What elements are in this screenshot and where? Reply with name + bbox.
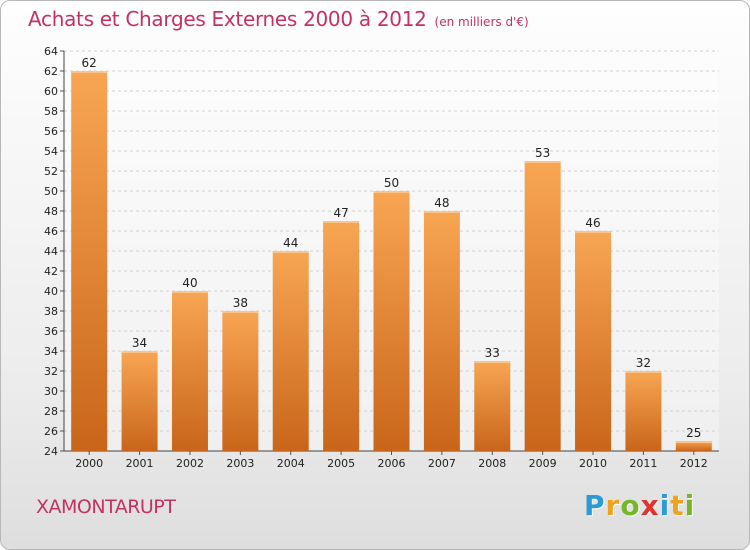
x-tick-label: 2005 xyxy=(327,457,355,470)
proxiti-logo: Proxiti xyxy=(584,489,695,522)
bar-highlight xyxy=(222,311,259,313)
bar xyxy=(373,191,410,451)
logo-letter: i xyxy=(684,489,696,522)
bar-value-label: 25 xyxy=(686,426,701,440)
bar xyxy=(675,441,712,451)
chart-title-text: Achats et Charges Externes 2000 à 2012 xyxy=(28,7,427,31)
logo-letter: r xyxy=(605,489,621,522)
y-tick-label: 24 xyxy=(44,445,58,458)
x-tick-label: 2001 xyxy=(126,457,154,470)
bar-value-label: 38 xyxy=(233,296,248,310)
x-tick-label: 2007 xyxy=(428,457,456,470)
x-tick-label: 2012 xyxy=(680,457,708,470)
bar-value-label: 32 xyxy=(636,356,651,370)
bar xyxy=(524,161,561,451)
x-tick-label: 2004 xyxy=(277,457,305,470)
y-tick-label: 26 xyxy=(44,425,58,438)
bar-value-label: 34 xyxy=(132,336,147,350)
logo-letter: o xyxy=(620,489,641,522)
bar-highlight xyxy=(524,161,561,163)
bar xyxy=(423,211,460,451)
y-tick-label: 54 xyxy=(44,145,58,158)
bar-value-label: 53 xyxy=(535,146,550,160)
bar-highlight xyxy=(625,371,662,373)
bar-highlight xyxy=(423,211,460,213)
bar-highlight xyxy=(71,71,108,73)
bar-value-label: 48 xyxy=(434,196,449,210)
bar-highlight xyxy=(323,221,360,223)
bar-highlight xyxy=(675,441,712,443)
y-tick-label: 64 xyxy=(44,45,58,58)
y-tick-label: 48 xyxy=(44,205,58,218)
logo-letter: t xyxy=(670,489,685,522)
bar xyxy=(171,291,208,451)
y-tick-label: 42 xyxy=(44,265,58,278)
bar xyxy=(625,371,662,451)
y-tick-label: 46 xyxy=(44,225,58,238)
bar xyxy=(323,221,360,451)
y-tick-label: 40 xyxy=(44,285,58,298)
chart-title: Achats et Charges Externes 2000 à 2012 (e… xyxy=(28,7,529,31)
logo-letter: i xyxy=(659,489,671,522)
y-tick-label: 30 xyxy=(44,385,58,398)
x-tick-label: 2003 xyxy=(226,457,254,470)
bar xyxy=(222,311,259,451)
bar xyxy=(71,71,108,451)
logo-letter: x xyxy=(640,489,660,522)
x-tick-label: 2008 xyxy=(478,457,506,470)
bar-highlight xyxy=(121,351,158,353)
x-tick-label: 2002 xyxy=(176,457,204,470)
y-tick-label: 52 xyxy=(44,165,58,178)
x-tick-label: 2011 xyxy=(629,457,657,470)
bar-value-label: 47 xyxy=(333,206,348,220)
x-tick-label: 2009 xyxy=(529,457,557,470)
y-tick-label: 60 xyxy=(44,85,58,98)
bar-highlight xyxy=(272,251,309,253)
bar-highlight xyxy=(373,191,410,193)
bar xyxy=(272,251,309,451)
commune-name: XAMONTARUPT xyxy=(36,496,176,518)
x-tick-label: 2010 xyxy=(579,457,607,470)
bar-value-label: 62 xyxy=(82,56,97,70)
y-tick-label: 32 xyxy=(44,365,58,378)
y-tick-label: 56 xyxy=(44,125,58,138)
bar-value-label: 50 xyxy=(384,176,399,190)
bar xyxy=(474,361,511,451)
bar-highlight xyxy=(171,291,208,293)
bar-value-label: 46 xyxy=(585,216,600,230)
y-tick-label: 44 xyxy=(44,245,58,258)
y-tick-label: 28 xyxy=(44,405,58,418)
bar-value-label: 40 xyxy=(182,276,197,290)
logo-letter: P xyxy=(584,489,606,522)
y-tick-label: 36 xyxy=(44,325,58,338)
bar-highlight xyxy=(575,231,612,233)
y-tick-label: 58 xyxy=(44,105,58,118)
chart-subtitle: (en milliers d'€) xyxy=(434,15,529,29)
bar-highlight xyxy=(474,361,511,363)
y-tick-label: 38 xyxy=(44,305,58,318)
x-tick-label: 2000 xyxy=(75,457,103,470)
bar xyxy=(121,351,158,451)
y-tick-label: 34 xyxy=(44,345,58,358)
x-tick-label: 2006 xyxy=(378,457,406,470)
bar xyxy=(575,231,612,451)
bar-value-label: 33 xyxy=(485,346,500,360)
y-tick-label: 62 xyxy=(44,65,58,78)
y-tick-label: 50 xyxy=(44,185,58,198)
bar-value-label: 44 xyxy=(283,236,298,250)
